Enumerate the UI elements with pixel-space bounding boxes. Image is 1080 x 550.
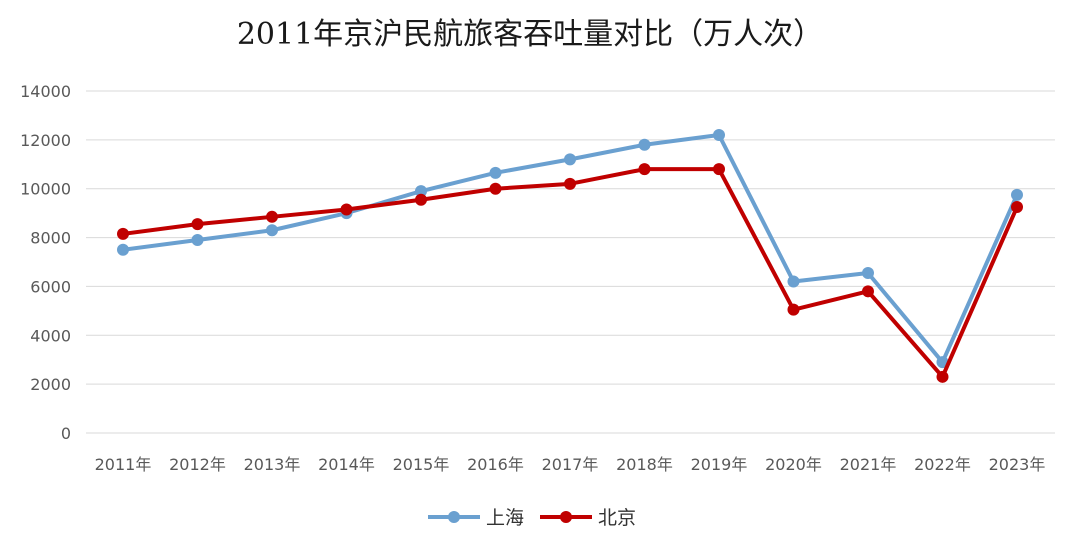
series-line — [121, 132, 1019, 365]
data-point — [266, 224, 278, 237]
data-point — [936, 370, 949, 383]
legend-item: 北京 — [540, 507, 636, 529]
x-tick-label: 2022年 — [914, 455, 971, 474]
x-axis-ticks: 2011年 2012年 2013年 2014年 2015年 2016年 2017年 2018年… — [95, 455, 1046, 474]
series-1 — [117, 128, 1023, 369]
data-point — [787, 303, 800, 316]
data-point — [862, 285, 874, 298]
legend: 上海 北京 — [428, 507, 636, 529]
x-tick-label: 2020年 — [765, 455, 822, 474]
x-tick-label: 2013年 — [244, 455, 301, 474]
data-point — [191, 218, 204, 231]
legend-item: 上海 — [428, 507, 524, 529]
data-point — [564, 153, 576, 166]
data-point — [638, 138, 651, 151]
y-tick-label: 0 — [61, 424, 71, 443]
legend-label: 上海 — [486, 507, 524, 529]
legend-marker-icon — [448, 511, 460, 523]
y-tick-label: 14000 — [20, 82, 71, 101]
data-point — [638, 163, 651, 176]
data-point — [862, 266, 874, 279]
data-point — [489, 182, 502, 195]
data-point — [415, 185, 427, 198]
chart-title: 2011年京沪民航旅客吞吐量对比（万人次） — [237, 17, 823, 52]
data-point — [415, 193, 427, 206]
y-axis-ticks: 0 2000 4000 6000 8000 10000 12000 14000 — [20, 82, 71, 443]
x-tick-label: 2012年 — [169, 455, 226, 474]
x-tick-label: 2016年 — [467, 455, 524, 474]
data-point — [713, 128, 725, 141]
y-tick-label: 2000 — [30, 375, 71, 394]
data-point — [564, 177, 576, 190]
x-tick-label: 2019年 — [691, 455, 748, 474]
data-point — [117, 227, 129, 240]
data-point — [340, 203, 353, 216]
x-tick-label: 2018年 — [616, 455, 673, 474]
y-tick-label: 8000 — [30, 229, 71, 248]
series-lines — [117, 128, 1023, 383]
y-tick-label: 10000 — [20, 180, 71, 199]
x-tick-label: 2011年 — [95, 455, 152, 474]
data-point — [1011, 188, 1023, 201]
y-tick-label: 12000 — [20, 131, 71, 150]
data-point — [117, 243, 129, 256]
x-tick-label: 2015年 — [393, 455, 450, 474]
data-point — [713, 163, 725, 176]
data-point — [191, 234, 204, 247]
x-tick-label: 2017年 — [542, 455, 599, 474]
x-tick-label: 2014年 — [318, 455, 375, 474]
y-tick-label: 6000 — [30, 277, 71, 296]
data-point — [489, 166, 502, 179]
gridlines — [86, 90, 1055, 434]
legend-marker-icon — [560, 511, 572, 523]
y-tick-label: 4000 — [30, 326, 71, 345]
data-point — [1011, 201, 1023, 214]
legend-label: 北京 — [598, 507, 636, 529]
data-point — [787, 275, 800, 288]
x-tick-label: 2021年 — [840, 455, 897, 474]
series-line — [121, 167, 1019, 379]
data-point — [266, 210, 278, 223]
x-tick-label: 2023年 — [989, 455, 1046, 474]
series-2 — [117, 163, 1023, 383]
